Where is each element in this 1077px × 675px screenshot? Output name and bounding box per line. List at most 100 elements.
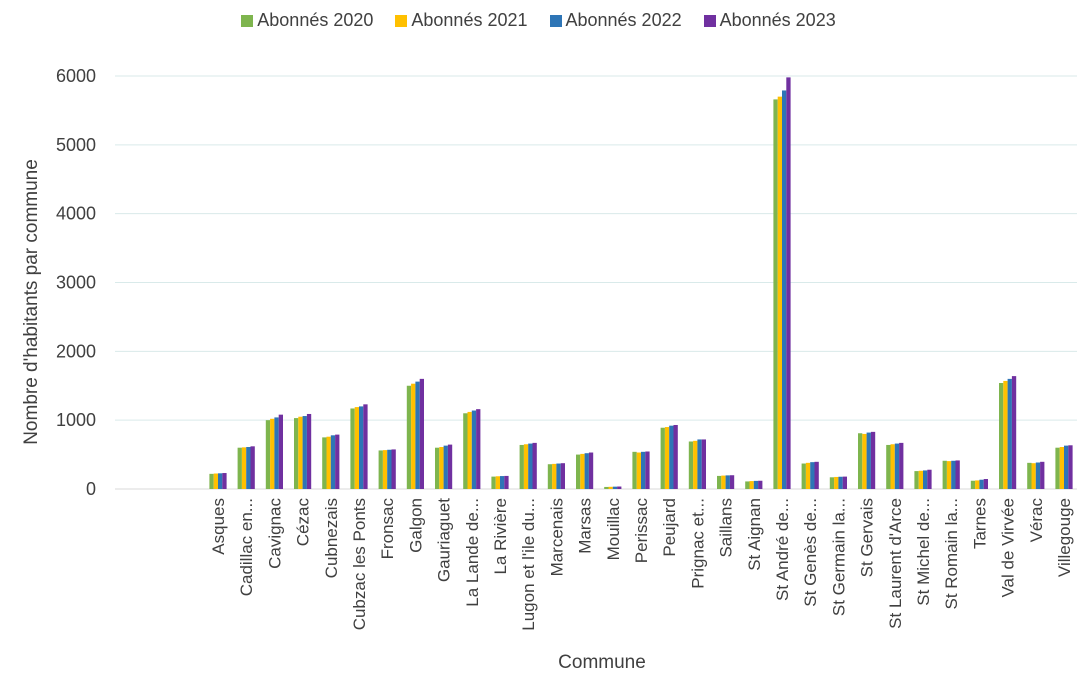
bar [758,480,763,489]
y-axis-title: Nombre d'habitants par commune [21,159,42,445]
bar [914,471,919,489]
bar [528,443,533,489]
bar [810,462,815,489]
bar [862,433,867,489]
bar [951,460,956,489]
x-tick-label: St Gervais [858,498,877,577]
bar [443,445,448,489]
legend: Abonnés 2020 Abonnés 2021 Abonnés 2022 Abon… [0,10,1077,31]
bar [717,475,722,489]
bar [669,425,674,489]
x-tick-label: St André de... [773,498,792,601]
legend-swatch [395,14,408,27]
bar [608,486,613,489]
bar [576,454,581,489]
x-tick-label: St Aignan [745,498,764,571]
legend-swatch [549,14,562,27]
bar [927,469,932,489]
y-tick-label: 3000 [56,273,96,293]
bar [491,476,496,489]
bar [246,447,251,489]
bar [359,406,364,489]
bar [786,77,791,489]
bar [890,444,895,489]
bar [463,413,468,489]
legend-label: Abonnés 2021 [411,10,528,30]
bar [580,453,585,489]
bar [387,449,392,489]
x-tick-label: La Rivière [491,498,510,575]
bar [552,463,557,489]
y-tick-label: 6000 [56,66,96,86]
bar [801,463,806,489]
x-tick-label: Fronsac [378,498,397,560]
x-tick-label: Val de Virvée [999,498,1018,598]
y-tick-label: 1000 [56,410,96,430]
bar [588,452,594,489]
bar [495,476,500,489]
bar [547,464,553,489]
bar [870,431,876,489]
x-tick-label: Marsas [576,498,595,554]
bar [942,460,947,489]
bar [471,410,477,489]
bar [504,475,509,489]
bar [979,479,984,489]
bar [523,444,529,489]
bar [218,473,223,489]
bar [773,99,778,490]
bar [894,443,900,489]
legend-item: Abonnés 2023 [703,10,836,31]
bar [923,470,928,489]
bar [209,473,214,489]
x-tick-label: Cubnezais [322,498,341,578]
bar [270,418,275,489]
legend-item: Abonnés 2022 [549,10,682,31]
x-tick-label: Cavignac [265,498,284,569]
x-tick-label: St Laurent d'Arce [886,498,905,629]
x-tick-label: Galgon [406,498,425,553]
x-tick-label: Saillans [717,498,736,558]
bar [302,416,307,489]
y-tick-label: 0 [86,479,96,499]
bar [363,404,368,489]
bar [419,378,424,489]
bar [632,451,637,489]
y-tick-label: 2000 [56,341,96,361]
bar [1031,463,1036,489]
bar [645,451,650,489]
legend-label: Abonnés 2020 [257,10,374,30]
bar [1059,447,1064,489]
x-tick-label: Prignac et... [688,498,707,589]
bar [1055,447,1060,489]
bar [777,96,782,490]
legend-label: Abonnés 2023 [719,10,836,30]
x-tick-label: Cadillac en... [237,498,256,596]
bar [467,411,472,489]
bar [1035,462,1041,489]
bar [866,432,871,489]
bar [350,408,355,489]
bar [721,475,726,489]
bar [1003,380,1008,489]
bar [447,444,453,489]
bar [476,409,481,489]
y-tick-label: 4000 [56,204,96,224]
x-tick-label: Peujard [660,498,679,557]
legend-label: Abonnés 2022 [565,10,682,30]
bar [1011,376,1017,489]
bar [330,435,336,489]
x-tick-label: Vérac [1027,498,1046,543]
bar [688,441,694,489]
bar [636,452,641,489]
bar [701,439,706,489]
bar [584,453,589,489]
bar [560,463,565,489]
bar [278,414,283,489]
legend-swatch [241,14,254,27]
bar [265,420,271,489]
bar [858,433,863,489]
bar [382,450,388,489]
bar [983,479,988,489]
